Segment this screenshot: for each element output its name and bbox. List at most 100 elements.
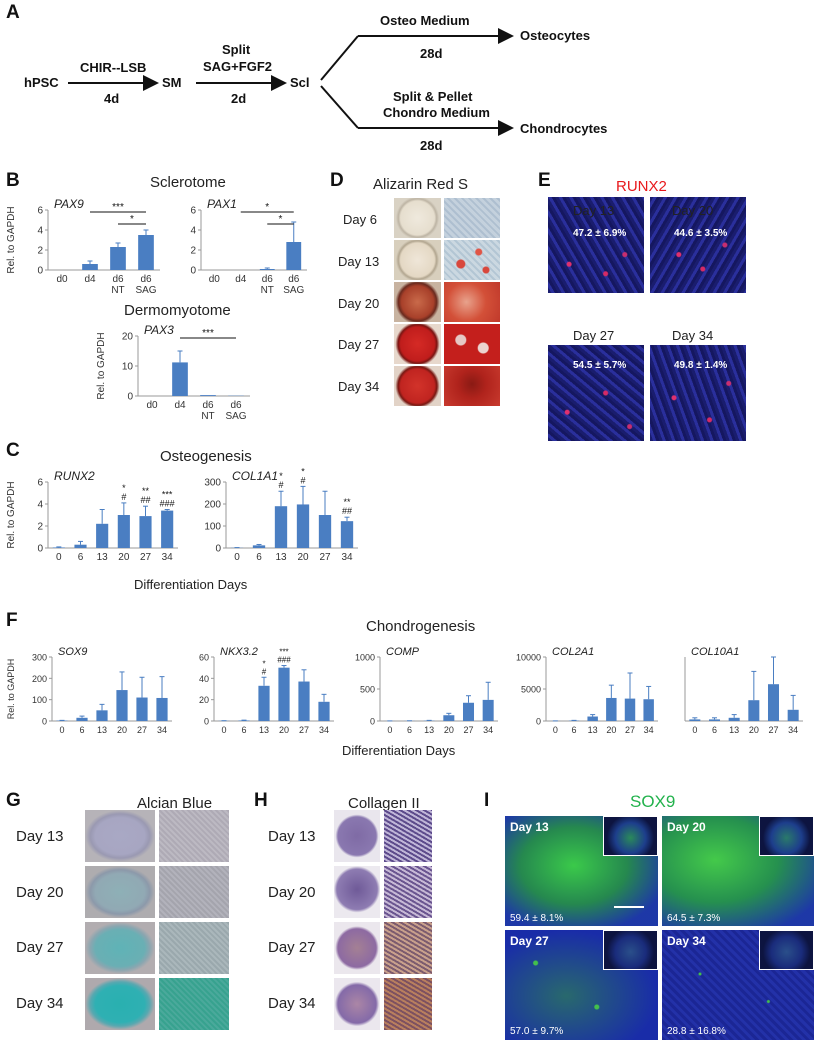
alcian-micro-day-34 [159, 978, 229, 1030]
flow-sm: SM [162, 75, 182, 90]
bar [274, 506, 288, 548]
significance-label: ### [160, 499, 175, 509]
y-tick-label: 20 [199, 695, 209, 705]
sox9-inset-day-13 [603, 816, 658, 856]
chart-nkx32: 0 20 40 60 NKX3.2 0 6 13 20 27 34 *# ***### [199, 646, 334, 735]
sox9-inset-day-20 [759, 816, 814, 856]
runx2-value-day-20: 44.6 ± 3.5% [674, 228, 728, 239]
alizarin-well-day-27 [394, 324, 441, 364]
bar [200, 395, 216, 396]
collagen-pellet-day-20 [334, 866, 380, 918]
title-runx2-stain: RUNX2 [616, 178, 667, 195]
flow-chondro-bottom: 28d [420, 138, 443, 153]
y-axis-label: Rel. to GAPDH [6, 659, 16, 720]
y-tick-label: 0 [204, 717, 209, 727]
x-tick-label: 0 [692, 725, 697, 735]
runx2-image-day-20 [650, 197, 746, 293]
x-tick-label: NT [111, 285, 124, 296]
collagen-day-13: Day 13 [268, 828, 316, 845]
bar [606, 697, 617, 721]
bar [156, 697, 168, 721]
bar [161, 510, 174, 548]
chart-sox9: 0 100 200 300 Rel. to GAPDH SOX9 0 6 13 20 27 34 [6, 646, 172, 735]
bar [52, 547, 65, 548]
y-tick-label: 40 [199, 674, 209, 684]
flow-step1-top: CHIR--LSB [80, 60, 147, 75]
alcian-day-34: Day 34 [16, 995, 64, 1012]
runx2-day-13: Day 13 [573, 203, 615, 218]
y-tick-label: 2 [37, 522, 43, 533]
flow-diagram [68, 28, 514, 136]
xlabel-chondrogenesis: Differentiation Days [342, 743, 456, 758]
x-tick-label: 6 [571, 725, 576, 735]
runx2-value-day-34: 49.8 ± 1.4% [674, 360, 728, 371]
x-tick-label: 0 [387, 725, 392, 735]
runx2-image-day-27 [548, 345, 644, 441]
chart-col2a1: 0 5000 10000 COL2A1 0 6 13 20 27 34 [516, 646, 658, 735]
x-tick-label: 20 [118, 552, 130, 563]
significance-label: * [262, 659, 265, 668]
alizarin-micro-day-6 [444, 198, 500, 238]
y-tick-label: 300 [204, 478, 221, 489]
y-tick-label: 100 [32, 695, 47, 705]
alcian-pellet-day-20 [85, 866, 155, 918]
x-tick-label: 34 [319, 725, 329, 735]
flow-chondro-out: Chondrocytes [520, 121, 608, 136]
x-tick-label: d0 [209, 274, 221, 285]
x-tick-label: 34 [483, 725, 493, 735]
chart-title: COL1A1 [232, 469, 278, 483]
x-tick-label: 13 [588, 725, 598, 735]
bar [318, 701, 330, 721]
significance-label: ## [140, 495, 150, 505]
x-tick-label: 6 [712, 725, 717, 735]
bar [787, 709, 799, 721]
y-tick-label: 0 [536, 717, 541, 727]
x-tick-label: d6 [202, 400, 214, 411]
x-tick-label: d4 [174, 400, 186, 411]
collagen-micro-day-13 [384, 810, 432, 862]
bar [82, 264, 98, 270]
x-tick-label: 20 [279, 725, 289, 735]
bar [298, 681, 310, 721]
y-tick-label: 10 [122, 362, 134, 373]
x-tick-label: 20 [117, 725, 127, 735]
bar [318, 515, 332, 548]
collagen-pellet-day-34 [334, 978, 380, 1030]
x-tick-label: 20 [606, 725, 616, 735]
chart-title: COL10A1 [691, 646, 739, 658]
x-tick-label: 27 [768, 725, 778, 735]
title-alcian: Alcian Blue [137, 795, 213, 812]
y-tick-label: 0 [190, 266, 196, 277]
alcian-pellet-day-27 [85, 922, 155, 974]
significance-label: * [301, 466, 305, 476]
bar [258, 685, 270, 721]
significance-label: # [300, 475, 305, 485]
arrow-branch-up [320, 35, 359, 81]
y-axis-label: Rel. to GAPDH [6, 481, 17, 548]
chart-title: COL2A1 [552, 646, 594, 658]
x-tick-label: d6 [262, 274, 274, 285]
panel-label-g: G [6, 790, 21, 811]
bar [138, 235, 154, 270]
significance-label: *** [162, 490, 173, 500]
panel-label-c: C [6, 440, 20, 461]
sox9-day-27: Day 27 [510, 934, 549, 948]
chart-col10a1: COL10A1 0 6 13 20 27 34 [684, 646, 803, 735]
bar [116, 690, 128, 721]
flow-osteo-top: Osteo Medium [380, 13, 470, 28]
bar [117, 515, 130, 548]
x-tick-label: NT [261, 285, 274, 296]
bar [708, 719, 721, 721]
x-tick-label: d6 [288, 274, 300, 285]
y-tick-label: 6 [37, 478, 43, 489]
y-tick-label: 0 [42, 717, 47, 727]
alizarin-well-day-13 [394, 240, 441, 280]
x-tick-label: d0 [56, 274, 68, 285]
sox9-value-day-13: 59.4 ± 8.1% [510, 913, 564, 924]
x-tick-label: 27 [319, 552, 331, 563]
x-tick-label: 27 [625, 725, 635, 735]
arrow-branch-down [320, 85, 359, 129]
bar [74, 544, 87, 548]
